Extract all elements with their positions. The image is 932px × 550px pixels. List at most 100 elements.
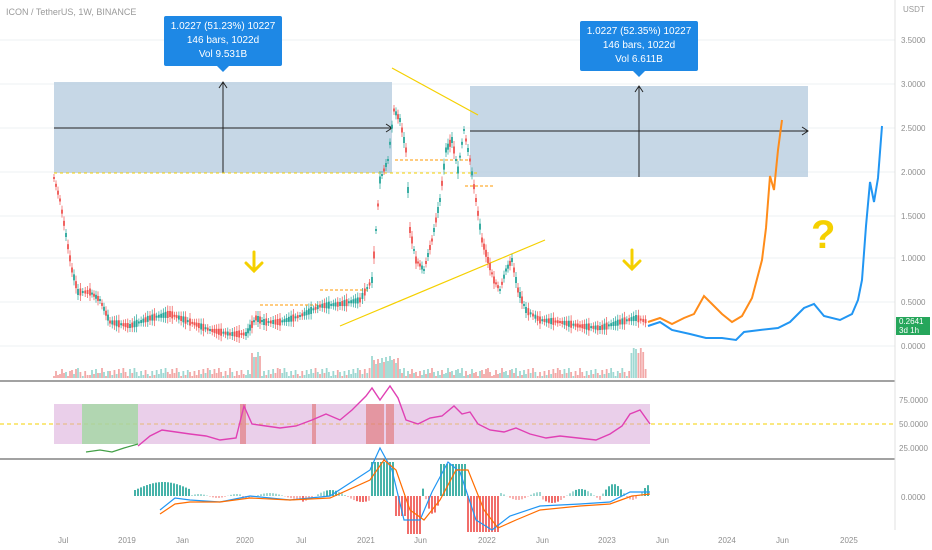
candle-body (561, 320, 564, 324)
volume-bar (403, 368, 405, 378)
macd-hist-bar (629, 496, 631, 500)
macd-hist-bar (191, 495, 193, 496)
candle-body (319, 304, 321, 308)
candle-body (267, 321, 270, 323)
macd-hist-bar (287, 496, 289, 498)
candle-body (253, 320, 255, 323)
volume-bar (235, 371, 238, 378)
volume-bar (77, 368, 79, 378)
candle-body (113, 320, 116, 326)
volume-bar (287, 376, 290, 378)
candle-body (592, 325, 595, 329)
volume-bar (111, 375, 114, 378)
candle-body (292, 314, 295, 322)
macd-hist-bar (587, 491, 589, 496)
macd-hist-bar (476, 496, 478, 532)
candle-body (505, 268, 507, 272)
measure-arrow-left[interactable] (54, 81, 393, 173)
volume-bar (463, 376, 465, 378)
volume-bar (437, 371, 439, 378)
macd-hist-bar (347, 496, 349, 497)
volume-bar (120, 373, 123, 378)
candle-body (171, 311, 174, 319)
time-axis[interactable]: Jul 2019 Jan 2020 Jul 2021 Jun 2022 Jun 2023 Jun 20… (58, 536, 858, 545)
time-axis-label: 2024 (718, 536, 736, 545)
candle-body (251, 320, 253, 328)
candle-body (272, 320, 275, 324)
candle-body (95, 294, 97, 299)
candle-body (499, 289, 501, 291)
candle-body (166, 310, 169, 318)
volume-bar (53, 376, 55, 378)
resistance-lines-orange[interactable] (260, 159, 495, 306)
symbol-header[interactable]: ICON / TetherUS, 1W, BINANCE (6, 7, 137, 17)
candlestick-series[interactable] (53, 105, 647, 343)
macd-hist-bar (557, 496, 559, 502)
candle-body (65, 233, 67, 237)
rsi-line[interactable] (137, 384, 651, 447)
measure-label-left-line1: 1.0227 (51.23%) 10227 (170, 21, 276, 32)
candle-body (393, 108, 395, 112)
candle-body (475, 198, 477, 202)
volume-bar (279, 369, 281, 378)
macd-axis[interactable]: 0.0000 (901, 493, 926, 502)
candle-body (479, 223, 481, 230)
projection-path-orange[interactable] (647, 119, 783, 326)
volume-bar (343, 371, 346, 378)
volume-bar (621, 368, 624, 378)
volume-bar (515, 368, 517, 378)
trendline-upper[interactable] (391, 67, 479, 116)
macd-hist-bar (437, 496, 439, 506)
candle-body (117, 320, 120, 328)
macd-hist-bar (608, 486, 610, 496)
rsi-axis[interactable]: 75.0000 50.0000 25.0000 (899, 396, 928, 453)
macd-hist-bar (482, 496, 484, 532)
volume-bar (89, 375, 91, 378)
trendline-lower[interactable] (339, 239, 546, 327)
price-axis[interactable]: 3.5000 3.0000 2.5000 2.0000 1.5000 1.0000 0.50… (901, 36, 926, 351)
measure-label-left[interactable]: 1.0227 (51.23%) 10227 146 bars, 1022d Vo… (164, 16, 282, 72)
volume-bar (105, 376, 107, 378)
macd-hist-bar (170, 482, 172, 496)
macd-hist-bar (503, 494, 505, 496)
candle-body (124, 323, 127, 328)
candle-body (485, 249, 487, 257)
question-mark-annotation[interactable]: ? (811, 213, 835, 257)
candle-body (157, 314, 160, 318)
candle-body (371, 277, 373, 283)
price-axis-label: 2.5000 (901, 124, 926, 133)
candle-body (265, 318, 268, 326)
candle-body (423, 269, 425, 271)
macd-line[interactable] (159, 446, 650, 531)
volume-bar (581, 372, 584, 378)
measure-label-right-line3: Vol 6.611B (615, 54, 663, 65)
volume-bar (193, 371, 196, 378)
macd-hist-bar (467, 496, 469, 532)
measure-arrow-right[interactable] (470, 85, 809, 177)
macd-signal-line[interactable] (159, 459, 651, 529)
macd-hist-bar (161, 482, 163, 496)
volume-bar (489, 372, 491, 378)
current-price-badge[interactable]: 0.2641 3d 1h (896, 317, 930, 335)
candle-body (215, 328, 218, 334)
macd-hist-bar (530, 494, 532, 496)
candle-body (75, 281, 77, 289)
measure-label-right[interactable]: 1.0227 (52.35%) 10227 146 bars, 1022d Vo… (580, 21, 698, 77)
macd-histogram[interactable] (134, 462, 649, 534)
candle-body (449, 139, 451, 147)
candle-body (164, 311, 167, 318)
time-axis-label: Jan (176, 536, 189, 545)
macd-hist-bar (443, 464, 445, 496)
volume-bar (417, 376, 419, 378)
candle-body (366, 287, 369, 289)
volume-bar (184, 375, 187, 378)
candle-body (363, 288, 366, 296)
macd-hist-bar (518, 496, 520, 500)
macd-hist-bar (401, 496, 403, 516)
volume-bar (373, 360, 375, 378)
candle-body (206, 327, 209, 331)
macd-hist-bar (185, 487, 187, 496)
projection-path-blue[interactable] (647, 125, 883, 342)
candle-body (411, 236, 413, 244)
